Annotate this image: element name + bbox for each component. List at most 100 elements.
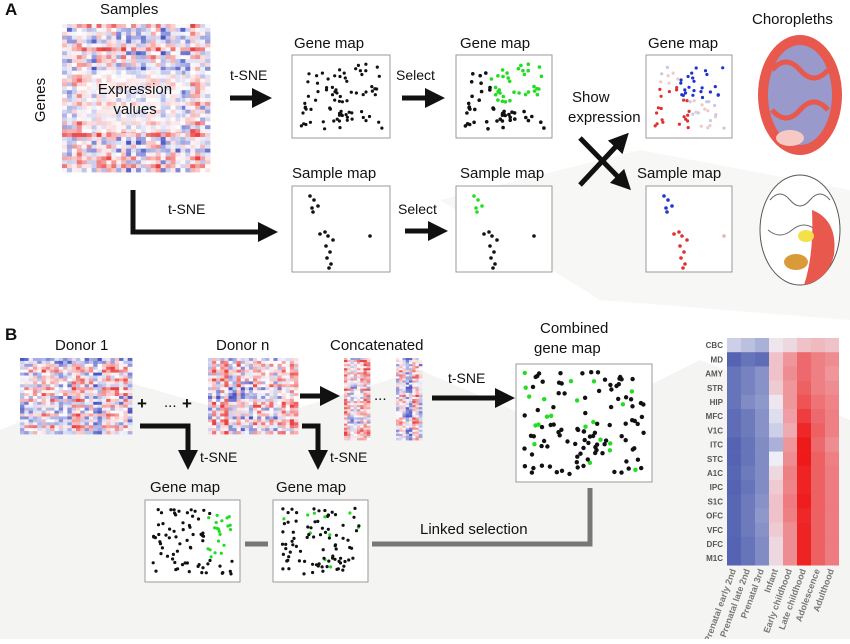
concatenated-right-cell bbox=[415, 417, 420, 420]
concatenated-left-cell bbox=[347, 370, 351, 373]
donor-1-matrix-cell bbox=[84, 410, 90, 414]
donor-n-matrix-cell bbox=[212, 363, 217, 368]
expression-matrix-cell bbox=[180, 156, 186, 161]
concatenated-left-cell bbox=[350, 388, 355, 392]
expression-matrix-cell bbox=[91, 55, 97, 60]
gene-map-3-point bbox=[691, 112, 695, 116]
expression-matrix-cell bbox=[106, 164, 112, 169]
donor-1-matrix-cell bbox=[20, 425, 25, 429]
expression-matrix-cell bbox=[205, 156, 211, 161]
gene-map-3-point bbox=[687, 109, 691, 113]
gene-map-2-point bbox=[517, 91, 521, 95]
expression-matrix-cell bbox=[66, 62, 73, 68]
concatenated-left-cell bbox=[353, 376, 358, 379]
concatenated-right-cell bbox=[412, 386, 416, 390]
concatenated-right-cell bbox=[399, 415, 403, 418]
donor-n-matrix-cell bbox=[244, 428, 250, 432]
expression-matrix-cell bbox=[71, 27, 78, 33]
concatenated-left-cell bbox=[353, 378, 358, 381]
expression-matrix-cell bbox=[71, 66, 78, 72]
donor-1-matrix-cell bbox=[127, 407, 133, 412]
concatenated-left-cell bbox=[344, 407, 348, 410]
concatenated-left-cell bbox=[347, 394, 351, 398]
expression-matrix-cell bbox=[160, 66, 166, 72]
gene-map-1-point bbox=[373, 87, 377, 91]
expression-matrix-cell bbox=[66, 156, 73, 161]
donor-1-matrix-cell bbox=[54, 393, 60, 397]
expression-matrix-cell bbox=[200, 31, 206, 37]
heatmap-cell bbox=[811, 366, 825, 381]
donor-1-matrix-cell bbox=[63, 358, 68, 362]
gene-map-left-point bbox=[177, 509, 181, 513]
expression-matrix-cell bbox=[170, 144, 176, 150]
donor-n-matrix bbox=[208, 358, 299, 435]
expression-matrix-cell bbox=[91, 152, 97, 157]
gene-map-2-point bbox=[526, 118, 531, 123]
donor-n-matrix-cell bbox=[212, 360, 217, 365]
expression-matrix-cell bbox=[200, 113, 206, 118]
concatenated-left-cell bbox=[344, 415, 348, 418]
gene-map-3-point bbox=[706, 109, 710, 113]
donor-1-matrix-cell bbox=[63, 422, 68, 426]
donor-1-matrix-cell bbox=[58, 425, 64, 429]
donor-1-matrix-cell bbox=[71, 396, 77, 400]
expression-matrix-cell bbox=[111, 62, 117, 68]
tsne-label-down-1: t-SNE bbox=[200, 449, 237, 465]
concatenated-left-cell bbox=[344, 366, 348, 369]
concatenated-left-cell bbox=[363, 378, 368, 381]
expression-matrix-cell bbox=[101, 47, 107, 52]
combined-map-point bbox=[600, 451, 605, 456]
gene-map-title-left: Gene map bbox=[150, 479, 220, 496]
combined-map-point bbox=[602, 442, 607, 447]
gene-map-1-point bbox=[338, 94, 342, 99]
donor-n-matrix-cell bbox=[212, 390, 217, 394]
donor-1-matrix-cell bbox=[63, 431, 68, 435]
concatenated-right-cell bbox=[418, 409, 423, 412]
donor-1-matrix-cell bbox=[45, 422, 51, 426]
donor-n-matrix-cell bbox=[273, 390, 278, 394]
donor-n-matrix-cell bbox=[293, 381, 299, 385]
gene-map-1-point bbox=[345, 115, 349, 119]
gene-map-2-point bbox=[539, 74, 544, 79]
gene-map-3-point bbox=[690, 71, 694, 75]
donor-1-matrix-cell bbox=[119, 363, 124, 368]
expression-label-line2: values bbox=[113, 101, 156, 118]
expression-matrix-cell bbox=[121, 160, 127, 165]
donor-1-matrix-cell bbox=[58, 393, 64, 397]
gene-map-right-point bbox=[322, 556, 326, 560]
donor-n-matrix-cell bbox=[236, 393, 242, 397]
gene-map-2-point bbox=[512, 90, 516, 94]
donor-n-matrix-cell bbox=[261, 413, 266, 417]
donor-1-matrix-cell bbox=[54, 401, 60, 406]
gene-map-3-point bbox=[679, 78, 683, 82]
donor-n-matrix-cell bbox=[244, 369, 250, 374]
expression-matrix-cell bbox=[136, 156, 142, 161]
donor-n-matrix-cell bbox=[228, 372, 233, 376]
concatenated-right-cell bbox=[399, 392, 403, 396]
donor-n-matrix-cell bbox=[277, 366, 283, 371]
concatenated-right-cell bbox=[412, 417, 416, 420]
donor-n-matrix-cell bbox=[289, 425, 295, 429]
concatenated-left-cell bbox=[357, 358, 361, 361]
expression-matrix-cell bbox=[71, 160, 78, 165]
concatenated-left-cell bbox=[366, 386, 371, 390]
donor-1-matrix-cell bbox=[123, 358, 129, 362]
donor-n-matrix-cell bbox=[293, 384, 299, 388]
donor-1-matrix-cell bbox=[110, 369, 116, 374]
donor-n-matrix-cell bbox=[240, 410, 246, 414]
gene-map-right-point bbox=[334, 547, 338, 551]
expression-matrix-cell bbox=[195, 90, 201, 95]
concatenated-left-cell bbox=[360, 401, 364, 404]
expression-matrix-cell bbox=[195, 59, 201, 64]
concatenated-left-cell bbox=[353, 368, 358, 371]
donor-1-matrix-cell bbox=[20, 381, 25, 385]
expression-matrix-cell bbox=[71, 74, 78, 79]
expression-matrix-cell bbox=[76, 125, 83, 130]
concatenated-left-cell bbox=[347, 421, 351, 424]
donor-n-matrix-cell bbox=[277, 387, 283, 391]
donor-n-matrix-cell bbox=[273, 366, 278, 371]
concatenated-right-cell bbox=[396, 435, 400, 439]
concatenated-left-cell bbox=[363, 380, 368, 383]
donor-n-matrix-cell bbox=[265, 428, 270, 432]
donor-1-matrix-cell bbox=[119, 366, 124, 371]
